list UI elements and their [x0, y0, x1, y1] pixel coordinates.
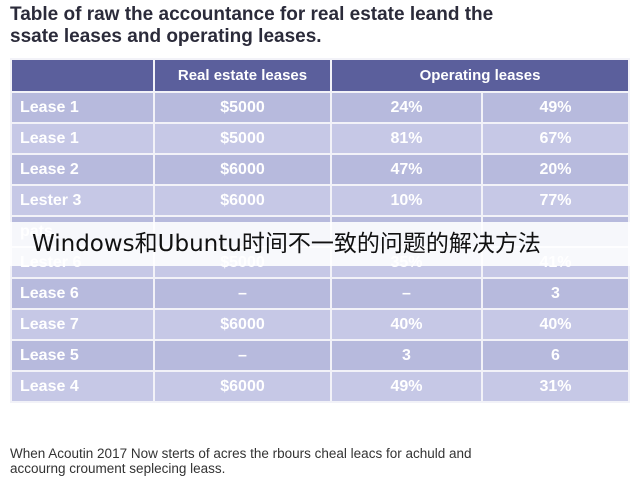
footer-line: accourng croument seplecing leass. — [10, 461, 226, 476]
table-cell: Lease 7 — [10, 308, 155, 341]
table-cell: 77% — [480, 184, 631, 217]
title-line: ssate leases and operating leases. — [10, 26, 322, 47]
table-cell: – — [153, 339, 332, 372]
table-cell: Lease 6 — [10, 277, 155, 310]
table-cell: Lease 2 — [10, 153, 155, 186]
table-cell: 40% — [480, 308, 631, 341]
title: Table of raw the accountance for real es… — [10, 4, 630, 48]
table-cell: 40% — [330, 308, 483, 341]
table-cell: 24% — [330, 91, 483, 124]
table-cell: – — [330, 277, 483, 310]
table-cell: 47% — [330, 153, 483, 186]
table-row: Lease 1 $5000 24% 49% — [10, 91, 631, 124]
header-cell: Operating leases — [329, 58, 631, 93]
table-cell: 6 — [480, 339, 631, 372]
table-cell: – — [153, 277, 332, 310]
table-cell: 67% — [480, 122, 631, 155]
table-cell: Lease 4 — [10, 370, 155, 403]
header-row: Real estate leases Operating leases — [10, 58, 631, 93]
table-cell: 49% — [480, 91, 631, 124]
table-row: Lester 3 $6000 10% 77% — [10, 184, 631, 217]
table-cell: 81% — [330, 122, 483, 155]
banner: Windows和Ubuntu时间不一致的问题的解决方法 — [0, 222, 640, 266]
table-cell: $5000 — [153, 91, 332, 124]
table-cell: Lester 3 — [10, 184, 155, 217]
table-cell: Lease 5 — [10, 339, 155, 372]
table-cell: Lease 1 — [10, 122, 155, 155]
table-row: Lease 4 $6000 49% 31% — [10, 370, 631, 403]
table-cell: 3 — [480, 277, 631, 310]
table-cell: Lease 1 — [10, 91, 155, 124]
table-row: Lease 5–3 6 — [10, 339, 631, 372]
table-cell: 3 — [330, 339, 483, 372]
table-row: Lease 6– –3 — [10, 277, 631, 310]
table-cell: 10% — [330, 184, 483, 217]
title-line: Table of raw the accountance for real es… — [10, 4, 494, 25]
table-row: Lease 2 $6000 47% 20% — [10, 153, 631, 186]
footer-line: When Acoutin 2017 Now sterts of acres th… — [10, 446, 472, 461]
table-cell: 49% — [330, 370, 483, 403]
table-cell: $6000 — [153, 153, 332, 186]
table-row: Lease 7 $6000 40% 40% — [10, 308, 631, 341]
footer: When Acoutin 2017 Now sterts of acres th… — [10, 446, 630, 476]
table-cell: 20% — [480, 153, 631, 186]
header-cell: Real estate leases — [153, 58, 332, 93]
header-cell — [10, 58, 155, 93]
table-cell: 31% — [480, 370, 631, 403]
table-cell: $5000 — [153, 122, 332, 155]
table-row: Lease 1 $5000 81% 67% — [10, 122, 631, 155]
table-cell: $6000 — [153, 370, 332, 403]
table-cell: $6000 — [153, 308, 332, 341]
table-cell: $6000 — [153, 184, 332, 217]
